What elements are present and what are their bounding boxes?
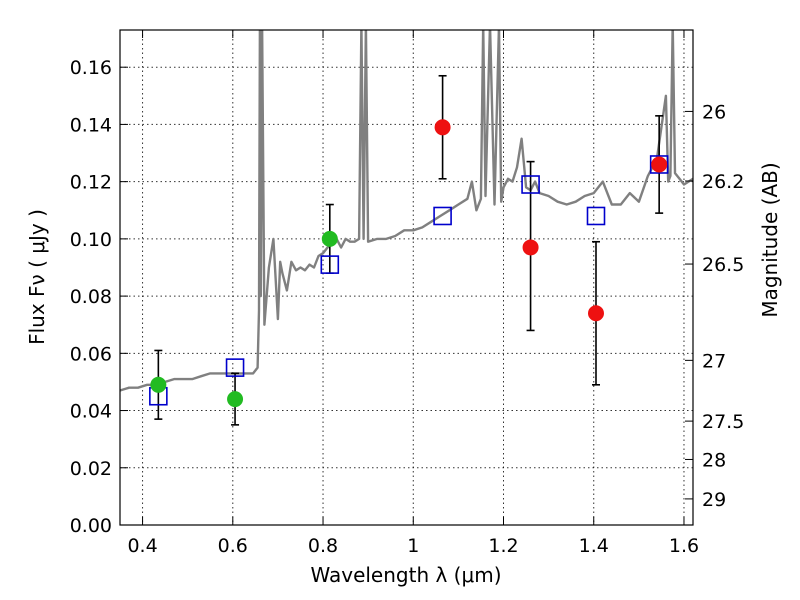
model-point: [433, 206, 452, 226]
spectrum-layer: [120, 30, 693, 392]
x-tick-label: 1.6: [669, 535, 699, 557]
marker-layer: [149, 119, 669, 408]
optical-data-point: [227, 391, 244, 408]
axis-ticks: [120, 30, 693, 526]
y2-tick-label: 27: [702, 350, 726, 372]
y-tick-label: 0.16: [70, 57, 112, 79]
x-tick-label: 1: [407, 535, 419, 557]
x-tick-label: 0.4: [127, 535, 157, 557]
y-tick-label: 0.06: [70, 343, 112, 365]
grid-lines: [120, 30, 693, 525]
plot-background: [120, 30, 693, 525]
x-tick-labels: 0.4 0.6 0.8 1 1.2 1.4 1.6: [127, 535, 699, 557]
infrared-data-point: [651, 156, 668, 173]
optical-data-point: [321, 230, 338, 247]
y2-tick-label: 26: [702, 101, 726, 123]
y-tick-label: 0.04: [70, 401, 112, 423]
model-point: [320, 255, 340, 274]
model-point: [649, 155, 669, 174]
model-point: [521, 175, 540, 194]
y2-tick-labels: 26 26.2 26.5 27 27.5 28 29: [702, 101, 744, 510]
plot-frame: [119, 29, 694, 526]
y-tick-label: 0.08: [70, 286, 112, 308]
y-tick-label: 0.12: [70, 172, 112, 194]
y2-tick-label: 29: [702, 489, 726, 511]
y2-tick-label: 27.5: [702, 411, 744, 433]
spectrum-line: [120, 30, 693, 392]
infrared-data-point: [522, 239, 539, 256]
y-tick-label: 0.00: [70, 515, 112, 537]
x-axis-label: Wavelength λ (μm): [310, 563, 501, 587]
y2-axis-label: Magnitude (AB): [758, 162, 782, 317]
model-point: [225, 358, 245, 377]
y-tick-label: 0.14: [70, 114, 112, 136]
x-tick-label: 0.8: [308, 535, 338, 557]
x-tick-label: 1.2: [488, 535, 518, 557]
infrared-data-point: [434, 119, 451, 136]
y-tick-label: 0.02: [70, 458, 112, 480]
x-tick-label: 1.4: [579, 535, 609, 557]
y-tick-labels: 0.00 0.02 0.04 0.06 0.08 0.10 0.12 0.14 0.16: [70, 57, 112, 537]
y2-tick-label: 26.5: [702, 254, 744, 276]
x-tick-label: 0.6: [218, 535, 248, 557]
optical-data-point: [150, 376, 167, 393]
y-tick-label: 0.10: [70, 229, 112, 251]
infrared-data-point: [587, 305, 604, 322]
model-point: [586, 206, 606, 226]
y-axis-label: Flux Fν ( μJy ): [25, 209, 49, 345]
y2-tick-label: 26.2: [702, 171, 744, 193]
y2-tick-label: 28: [702, 449, 726, 471]
